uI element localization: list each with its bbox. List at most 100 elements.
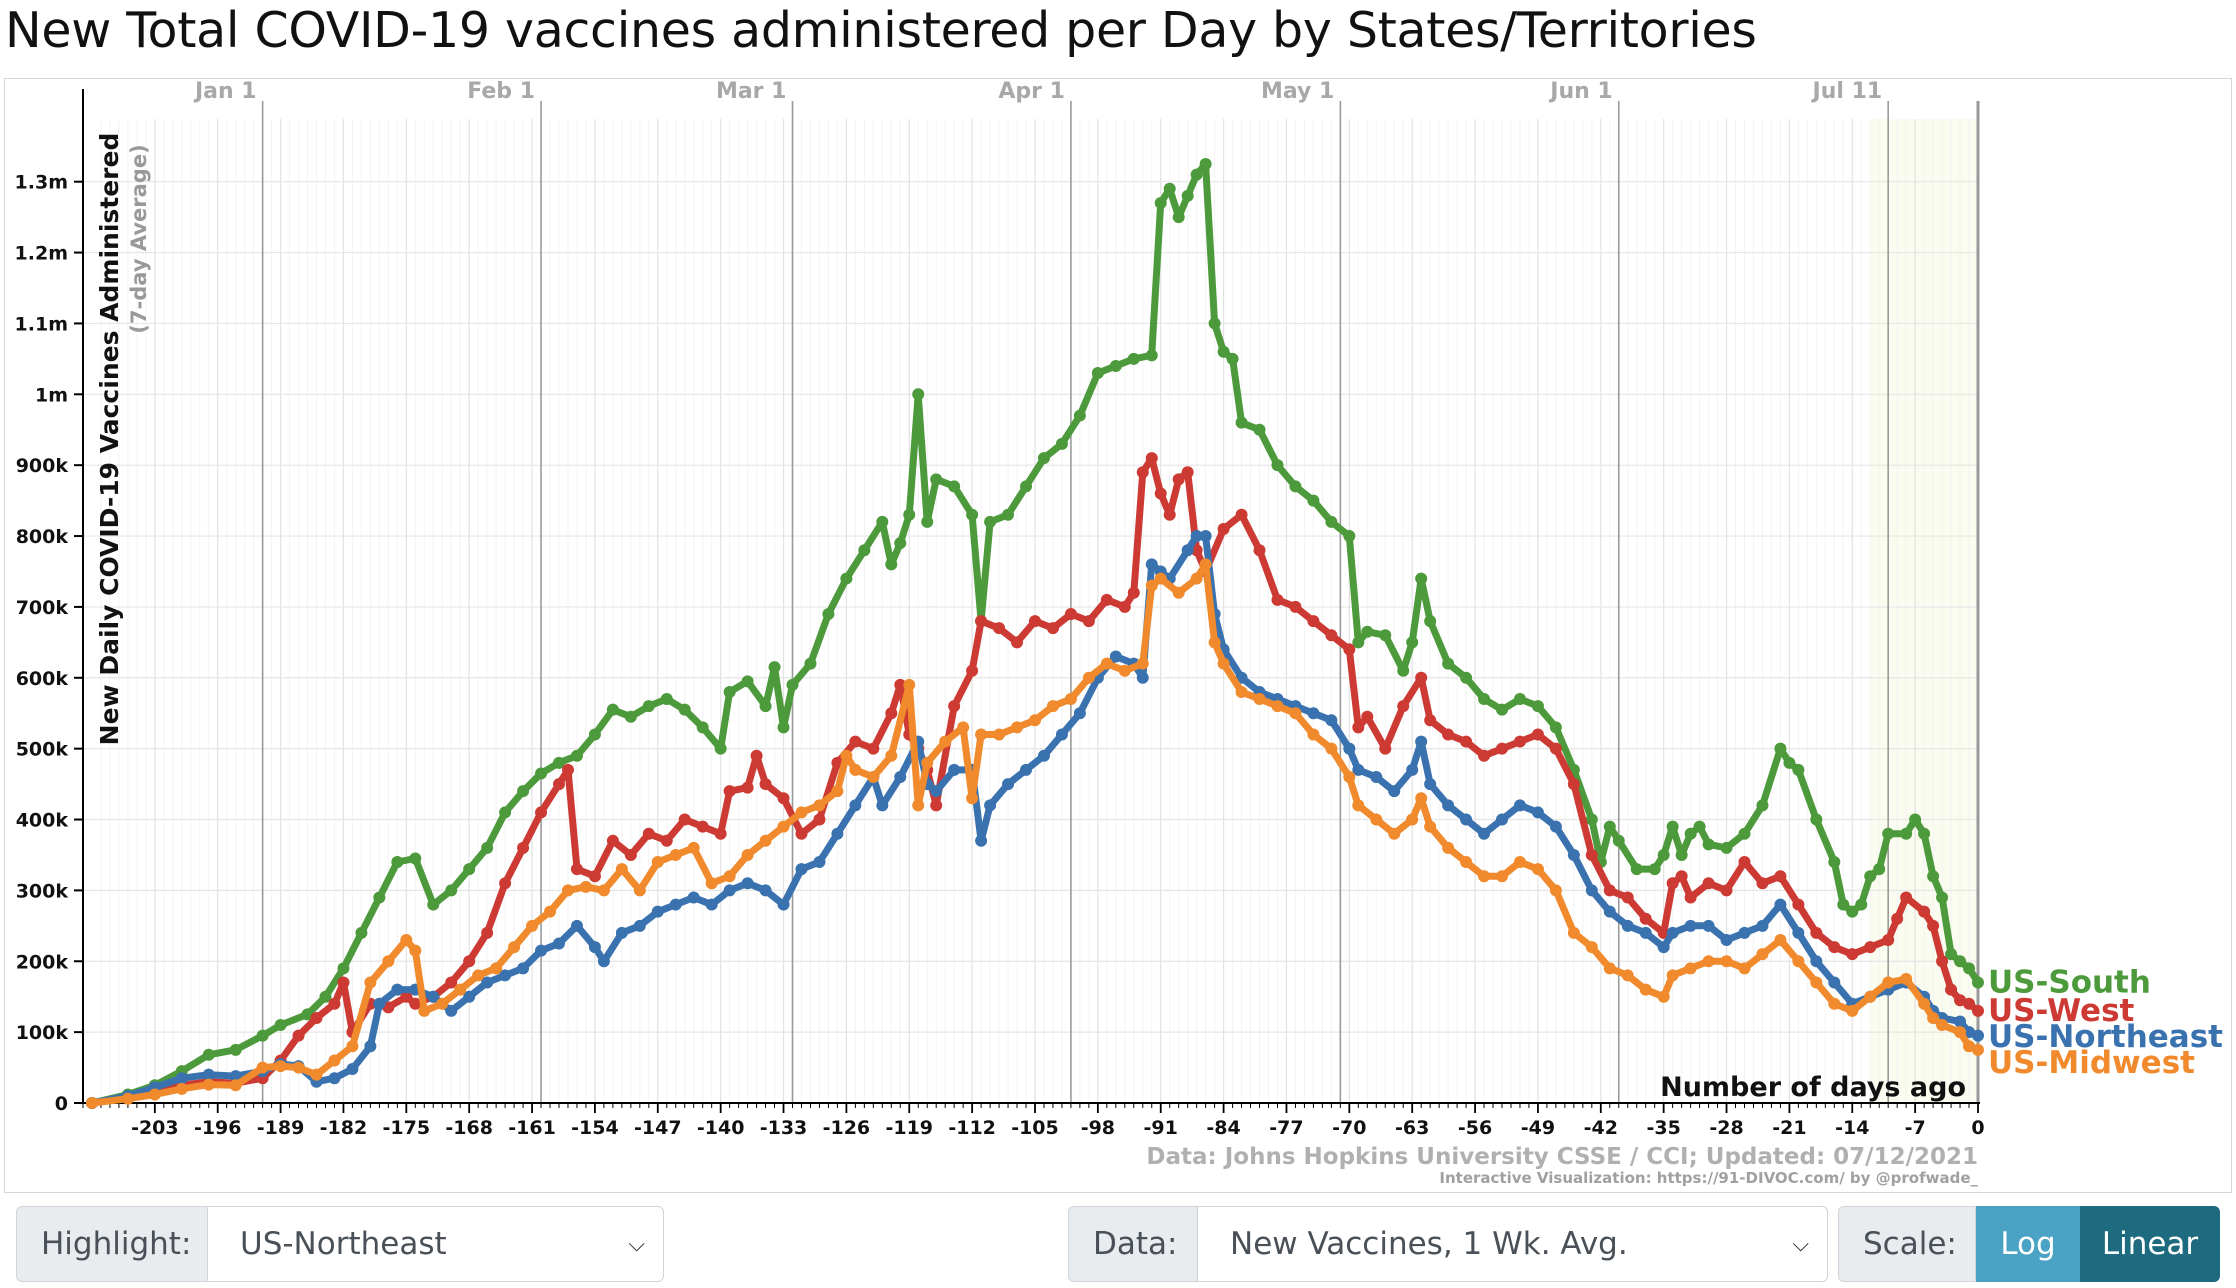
data-point [1415, 792, 1428, 805]
data-point [741, 781, 754, 794]
data-point [1774, 898, 1787, 911]
data-point [202, 1048, 215, 1061]
y-tick-label: 1.1m [15, 313, 68, 335]
data-point [984, 799, 997, 812]
scale-linear-button[interactable]: Linear [2080, 1206, 2220, 1282]
data-point [175, 1072, 188, 1085]
data-point [1424, 615, 1437, 628]
data-point [1702, 877, 1715, 890]
data-point [723, 870, 736, 883]
data-point [948, 700, 961, 713]
data-point [1963, 997, 1976, 1010]
data-point [400, 990, 413, 1003]
data-point [885, 749, 898, 762]
data-point [1181, 544, 1194, 557]
data-point [472, 969, 485, 982]
data-point [975, 834, 988, 847]
data-point [588, 728, 601, 741]
data-point [1073, 409, 1086, 422]
data-point [445, 884, 458, 897]
scale-log-button[interactable]: Log [1976, 1206, 2080, 1282]
data-point [678, 703, 691, 716]
data-point [517, 841, 530, 854]
data-point [1145, 558, 1158, 571]
data-point [1918, 905, 1931, 918]
x-tick-label: -140 [697, 1117, 745, 1139]
data-point [1352, 763, 1365, 776]
data-point [1900, 972, 1913, 985]
data-point [1792, 898, 1805, 911]
data-point [552, 778, 565, 791]
data-point [1145, 452, 1158, 465]
x-axis-title: Number of days ago [1660, 1072, 1966, 1103]
data-point [1792, 763, 1805, 776]
data-point [1603, 962, 1616, 975]
x-tick-label: -49 [1521, 1117, 1555, 1139]
data-point [1792, 955, 1805, 968]
data-point [633, 884, 646, 897]
data-select[interactable]: New Vaccines, 1 Wk. Avg. ⌵ [1198, 1206, 1828, 1282]
y-tick-label: 500k [16, 739, 69, 761]
x-tick-label: -98 [1081, 1117, 1115, 1139]
highlight-label: Highlight: [16, 1206, 208, 1282]
data-point [1828, 997, 1841, 1010]
data-point [750, 749, 763, 762]
data-point [526, 919, 539, 932]
data-point [319, 990, 332, 1003]
data-point [1424, 778, 1437, 791]
data-point [894, 771, 907, 783]
data-point [1567, 848, 1580, 861]
data-point [831, 827, 844, 840]
data-point [1954, 994, 1967, 1007]
data-point [930, 473, 943, 486]
data-point [310, 1011, 323, 1024]
x-tick-label: -196 [194, 1117, 242, 1139]
data-point [1549, 820, 1562, 833]
data-point [1424, 714, 1437, 727]
y-tick-label: 400k [16, 810, 69, 832]
data-point [382, 1001, 395, 1014]
data-point [1370, 813, 1383, 826]
data-point [1235, 508, 1248, 521]
data-point [1343, 643, 1356, 656]
data-point [966, 792, 979, 805]
data-point [984, 515, 997, 528]
data-point [1190, 572, 1203, 585]
data-point [1927, 870, 1940, 883]
data-point [292, 1061, 305, 1074]
data-point [714, 742, 727, 755]
data-point [1585, 848, 1598, 861]
data-point [669, 898, 682, 911]
data-point [1702, 955, 1715, 968]
x-tick-label: -105 [1011, 1117, 1059, 1139]
data-point [1603, 905, 1616, 918]
month-marker-label: Jul 11 [1811, 79, 1883, 104]
data-point [256, 1061, 269, 1074]
data-point [660, 834, 673, 847]
data-point [1379, 629, 1392, 642]
data-point [885, 707, 898, 720]
data-point [552, 937, 565, 950]
data-point [328, 1054, 341, 1067]
data-point [1612, 834, 1625, 847]
data-point [1954, 955, 1967, 968]
x-tick-label: -154 [571, 1117, 619, 1139]
x-tick-label: -70 [1332, 1117, 1366, 1139]
data-point [85, 1097, 98, 1109]
data-point [1496, 742, 1509, 755]
data-point [1325, 742, 1338, 755]
x-tick-label: 0 [1971, 1117, 1984, 1139]
data-point [1127, 352, 1140, 365]
data-point [1370, 771, 1383, 783]
data-point [517, 962, 530, 975]
data-point [1289, 600, 1302, 613]
data-point [1702, 838, 1715, 851]
highlight-select[interactable]: US-Northeast ⌵ [208, 1206, 664, 1282]
data-point [840, 572, 853, 585]
chart-area: Jan 1 Feb 1 Mar 1 Apr 1 May 1 Jun 1 Jul 11 0 100… [4, 78, 2232, 1193]
data-point [1208, 317, 1221, 330]
data-point [1478, 749, 1491, 762]
data-point [885, 558, 898, 571]
data-point [588, 941, 601, 954]
data-point [1567, 926, 1580, 939]
